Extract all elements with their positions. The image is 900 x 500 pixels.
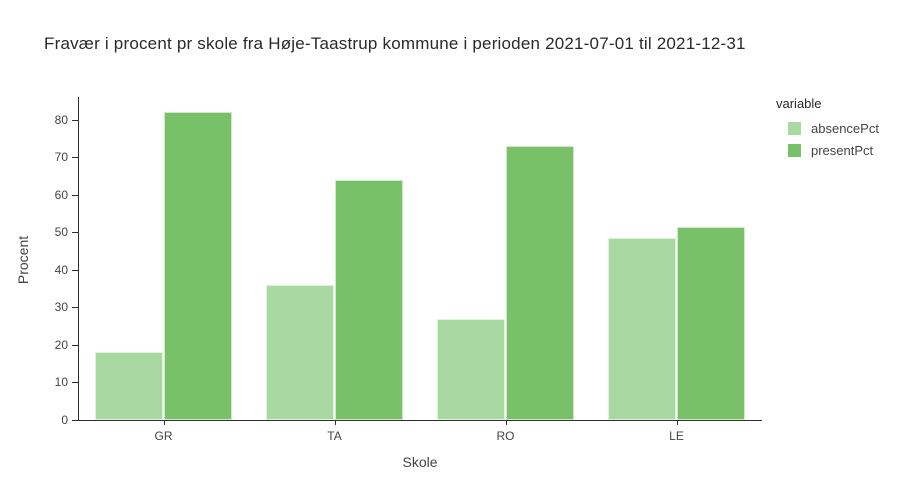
y-tick-label: 70 xyxy=(54,150,68,165)
y-tick-label: 40 xyxy=(54,262,68,277)
y-tick-mark xyxy=(72,194,78,196)
x-tick-label: TA xyxy=(327,429,342,443)
y-tick-label: 50 xyxy=(54,225,68,240)
x-tick-mark xyxy=(163,420,165,425)
x-tick-mark xyxy=(676,420,678,425)
x-tick-label: LE xyxy=(669,429,684,443)
y-tick-label: 80 xyxy=(54,112,68,127)
bar-TA-absencePct xyxy=(266,284,335,420)
legend-item-presentPct[interactable]: presentPct xyxy=(775,139,879,161)
y-tick-label: 20 xyxy=(54,337,68,352)
y-tick-mark xyxy=(72,232,78,234)
legend-swatch-icon xyxy=(788,143,801,157)
bar-TA-presentPct xyxy=(334,179,403,420)
y-axis-line xyxy=(78,97,80,420)
bar-LE-presentPct xyxy=(676,226,745,420)
bar-RO-presentPct xyxy=(505,145,574,420)
legend-swatch-icon xyxy=(788,121,801,135)
y-tick-mark xyxy=(72,344,78,346)
bar-GR-presentPct xyxy=(163,112,232,420)
x-tick-label: GR xyxy=(154,429,173,443)
legend-item-absencePct[interactable]: absencePct xyxy=(775,117,879,139)
y-tick-mark xyxy=(72,269,78,271)
y-tick-label: 60 xyxy=(54,187,68,202)
bar-LE-absencePct xyxy=(608,237,677,420)
y-tick-mark xyxy=(72,119,78,121)
x-tick-label: RO xyxy=(496,429,515,443)
legend-items: absencePct presentPct xyxy=(775,117,879,161)
bar-RO-absencePct xyxy=(437,318,506,420)
y-tick-label: 0 xyxy=(61,413,68,427)
legend-title: variable xyxy=(776,96,822,111)
y-tick-label: 10 xyxy=(54,375,68,390)
x-axis-line xyxy=(78,420,762,422)
x-tick-mark xyxy=(505,420,507,425)
y-tick-mark xyxy=(72,157,78,159)
legend: variable absencePct presentPct xyxy=(775,96,879,161)
bar-GR-absencePct xyxy=(95,352,164,420)
x-tick-mark xyxy=(334,420,336,425)
y-tick-mark xyxy=(72,307,78,309)
chart-title: Fravær i procent pr skole fra Høje-Taast… xyxy=(44,34,746,53)
y-tick-label: 30 xyxy=(54,300,68,315)
legend-item-label: absencePct xyxy=(811,120,879,136)
legend-item-label: presentPct xyxy=(811,142,874,158)
x-axis-title: Skole xyxy=(402,454,438,470)
y-tick-mark xyxy=(72,420,78,421)
y-tick-mark xyxy=(72,382,78,384)
y-axis-title: Procent xyxy=(15,235,31,285)
